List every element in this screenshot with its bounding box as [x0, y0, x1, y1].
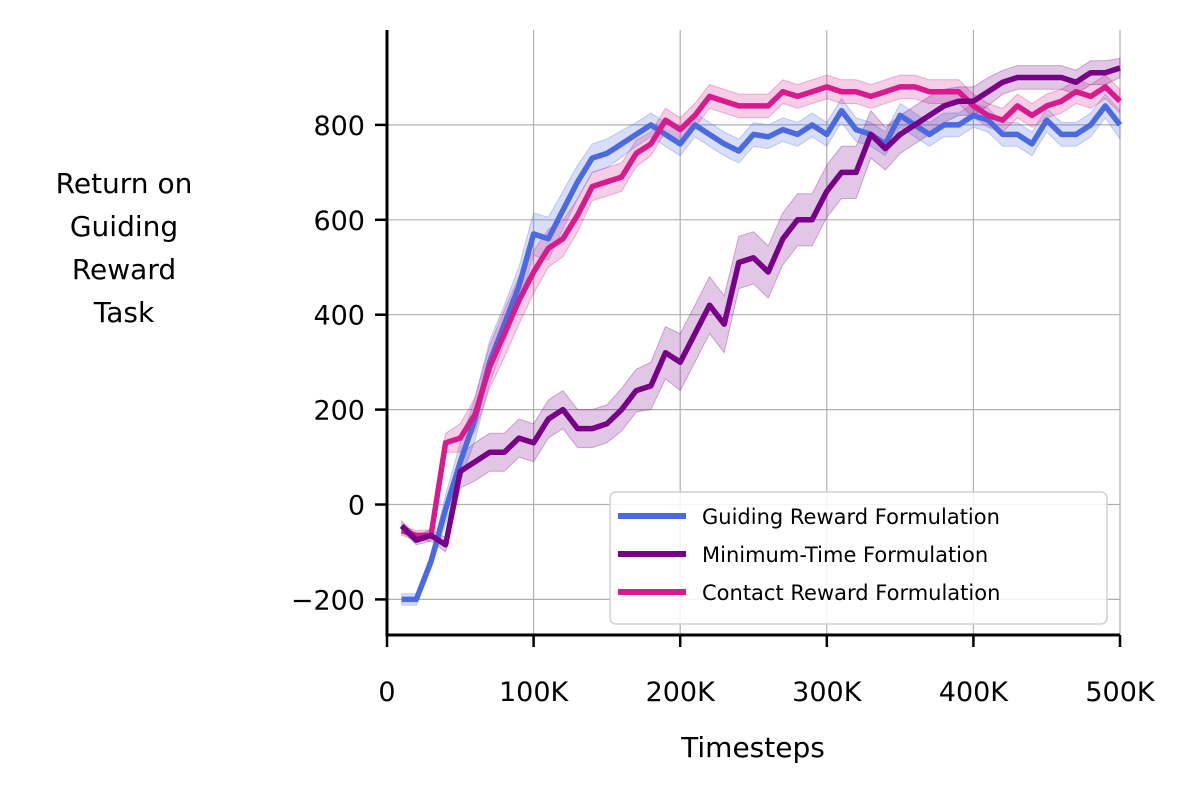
- y-tick-label-2: 200: [313, 396, 365, 427]
- y-axis-label-line-3: Task: [93, 296, 155, 329]
- line-series-2: [400, 84, 1122, 539]
- x-tick-label-2: 200K: [646, 677, 717, 708]
- y-axis-label: Return on Guiding Reward Task: [56, 167, 193, 329]
- x-tick-label-5: 500K: [1085, 677, 1156, 708]
- axes: [385, 30, 1120, 637]
- legend-box: [609, 491, 1108, 625]
- legend: Guiding Reward Formulation Minimum-Time F…: [609, 491, 1108, 625]
- legend-label-1: Minimum-Time Formulation: [702, 543, 988, 567]
- band-series-0: [401, 93, 1121, 606]
- line-series-1: [399, 65, 1121, 548]
- y-axis-label-line-1: Guiding: [70, 210, 178, 243]
- y-tick-label-3: 400: [313, 301, 365, 332]
- x-tick-label-3: 300K: [792, 677, 863, 708]
- y-tick-label-0: −200: [291, 585, 365, 616]
- legend-label-2: Contact Reward Formulation: [702, 581, 1000, 605]
- band-series-2: [401, 74, 1121, 542]
- y-tick-label-5: 800: [313, 111, 365, 142]
- series-lines: [399, 65, 1123, 603]
- x-tick-label-1: 100K: [499, 677, 570, 708]
- ticks: 0 100K 200K 300K 400K 500K −200 0 200 400 600 800: [291, 111, 1156, 708]
- x-axis-label: Timesteps: [680, 731, 825, 764]
- line-series-0: [401, 103, 1123, 603]
- legend-label-0: Guiding Reward Formulation: [702, 505, 1000, 529]
- y-tick-label-1: 0: [348, 491, 365, 522]
- y-axis-label-line-2: Reward: [72, 253, 176, 286]
- x-tick-label-4: 400K: [939, 677, 1010, 708]
- y-tick-label-4: 600: [313, 206, 365, 237]
- x-tick-label-0: 0: [378, 677, 395, 708]
- y-axis-label-line-0: Return on: [56, 167, 193, 200]
